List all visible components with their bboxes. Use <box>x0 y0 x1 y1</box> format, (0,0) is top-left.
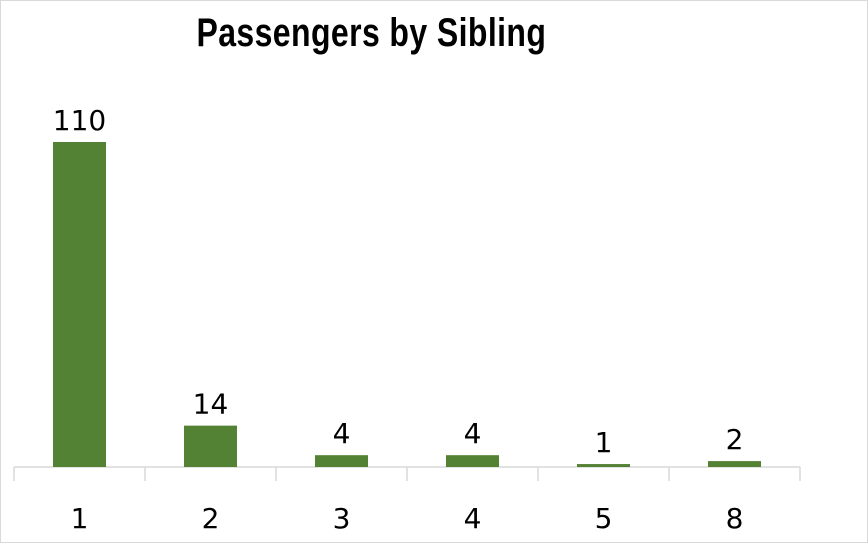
x-tick-label: 4 <box>464 502 482 535</box>
data-label: 2 <box>726 423 744 456</box>
data-label: 14 <box>193 388 229 421</box>
bar <box>577 464 630 467</box>
bar <box>315 455 368 467</box>
data-label: 1 <box>595 426 613 459</box>
x-tick-label: 1 <box>71 502 89 535</box>
data-label: 110 <box>53 104 106 137</box>
data-label: 4 <box>333 417 351 450</box>
bar <box>446 455 499 467</box>
x-tick-label: 2 <box>202 502 220 535</box>
x-tick-label: 8 <box>726 502 744 535</box>
data-label: 4 <box>464 417 482 450</box>
bar <box>184 425 237 467</box>
bar <box>53 142 106 467</box>
x-tick-label: 3 <box>333 502 351 535</box>
bar <box>708 461 761 467</box>
chart-title: Passengers by Sibling <box>196 11 547 55</box>
x-tick-label: 5 <box>595 502 613 535</box>
